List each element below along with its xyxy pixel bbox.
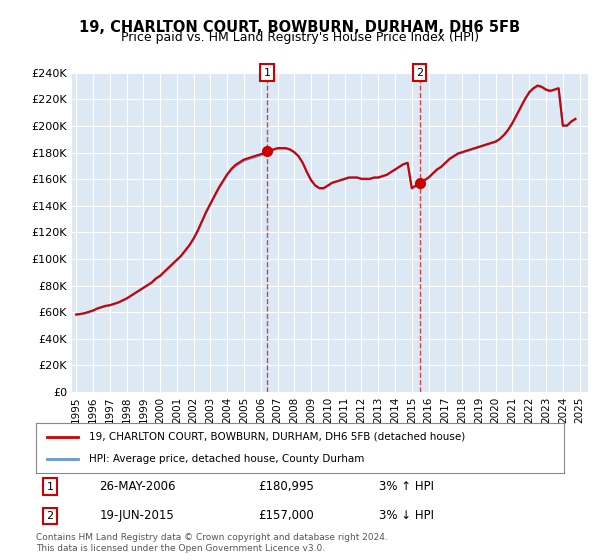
Text: £157,000: £157,000 bbox=[258, 510, 314, 522]
Text: Price paid vs. HM Land Registry's House Price Index (HPI): Price paid vs. HM Land Registry's House … bbox=[121, 31, 479, 44]
Text: £180,995: £180,995 bbox=[258, 480, 314, 493]
Text: 1: 1 bbox=[47, 482, 53, 492]
Text: 19-JUN-2015: 19-JUN-2015 bbox=[100, 510, 174, 522]
Text: 2: 2 bbox=[416, 68, 423, 78]
Text: 3% ↑ HPI: 3% ↑ HPI bbox=[379, 480, 434, 493]
Text: 3% ↓ HPI: 3% ↓ HPI bbox=[379, 510, 434, 522]
Text: 26-MAY-2006: 26-MAY-2006 bbox=[100, 480, 176, 493]
Text: 1: 1 bbox=[264, 68, 271, 78]
Text: Contains HM Land Registry data © Crown copyright and database right 2024.
This d: Contains HM Land Registry data © Crown c… bbox=[36, 533, 388, 553]
Text: 2: 2 bbox=[47, 511, 53, 521]
Text: 19, CHARLTON COURT, BOWBURN, DURHAM, DH6 5FB: 19, CHARLTON COURT, BOWBURN, DURHAM, DH6… bbox=[79, 20, 521, 35]
Text: 19, CHARLTON COURT, BOWBURN, DURHAM, DH6 5FB (detached house): 19, CHARLTON COURT, BOWBURN, DURHAM, DH6… bbox=[89, 432, 465, 442]
Text: HPI: Average price, detached house, County Durham: HPI: Average price, detached house, Coun… bbox=[89, 454, 364, 464]
